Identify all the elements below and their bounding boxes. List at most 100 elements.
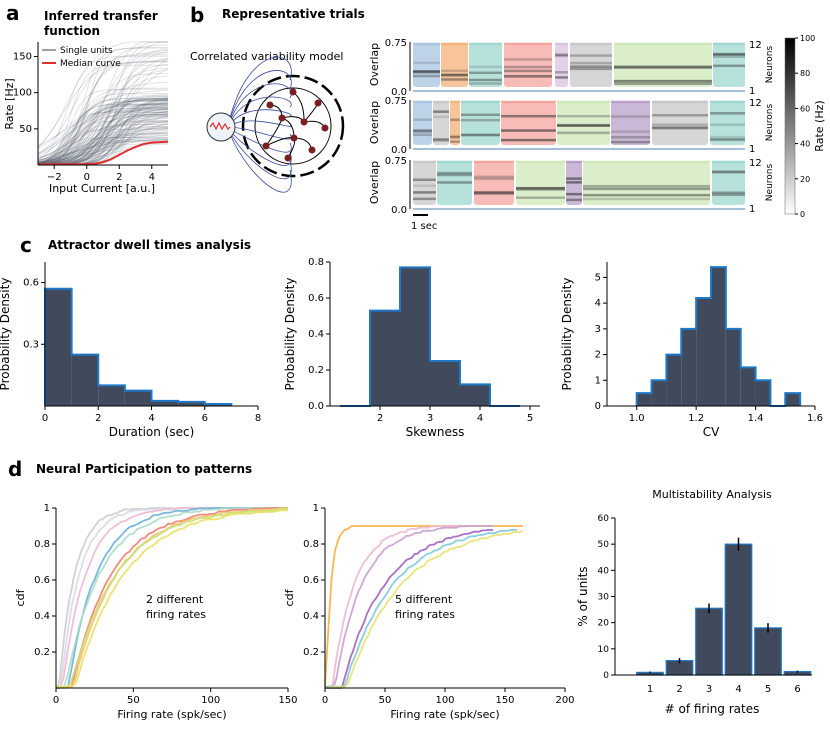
single-unit-curve: [37, 108, 169, 162]
single-unit-curve: [37, 67, 169, 166]
single-unit-curve: [37, 98, 168, 165]
single-unit-curve: [37, 110, 169, 163]
neuron-rate-band: [413, 130, 432, 134]
histogram-bar: [204, 403, 232, 406]
neuron-node: [321, 124, 329, 132]
cdf-y-tick-label: 0.8: [303, 539, 319, 550]
trial-2: 0.75 0.0 Overlap 12 1 Neurons: [368, 96, 775, 156]
bar-y-tick-label: 0: [603, 671, 609, 681]
bar-category-label: 5: [765, 684, 771, 695]
neuron-rate-band: [710, 112, 745, 115]
neuron-rate-band: [461, 133, 500, 136]
single-unit-curve: [37, 54, 168, 165]
neuron-rate-band: [557, 123, 610, 127]
cdf-y-label: cdf: [14, 588, 27, 606]
histogram-bar: [98, 385, 125, 406]
neurons-tick-top: 12: [749, 40, 762, 51]
attractor-state: [652, 102, 708, 145]
panel-a-title-2: function: [44, 24, 100, 38]
panel-b-title: Representative trials: [222, 7, 365, 21]
cdf-x-tick-label: 200: [555, 695, 574, 706]
a-y-tick-label: 150: [13, 51, 32, 62]
network-ring: [241, 74, 345, 178]
attractor-state: [461, 102, 500, 145]
neuron-rate-band: [469, 71, 502, 75]
cdf-y-tick-label: 0.2: [303, 647, 319, 658]
neuron-rate-band: [710, 135, 745, 139]
attractor-state: [712, 162, 745, 205]
single-unit-curve: [37, 124, 168, 165]
neuron-rate-band: [433, 110, 449, 113]
input-wire: [229, 128, 292, 153]
neuron-rate-band: [469, 82, 502, 85]
cdf-x-label: Firing rate (spk/sec): [390, 708, 499, 721]
single-unit-curve: [37, 129, 168, 164]
histogram-bar: [636, 393, 652, 406]
attractor-state: [611, 102, 650, 145]
attractor-state: [614, 44, 712, 87]
single-unit-curve: [37, 110, 168, 164]
colorbar-tick-label: 20: [800, 175, 810, 184]
input-wire: [229, 133, 292, 193]
neurons-label: Neurons: [765, 164, 775, 202]
neuron-rate-band: [566, 177, 582, 180]
hist-y-label: Probability Density: [560, 278, 574, 391]
hist-x-tick-label: 2: [377, 413, 383, 424]
legend-median-curve: Median curve: [60, 59, 121, 69]
hist-x-tick-label: 1.6: [807, 413, 823, 424]
single-unit-curve: [37, 127, 169, 165]
bar-category-label: 3: [706, 684, 712, 695]
single-unit-curve: [37, 101, 169, 164]
neuron-rate-band: [611, 140, 650, 144]
neuron-rate-band: [469, 78, 502, 82]
hist-x-tick-label: 0: [42, 413, 48, 424]
attractor-state: [504, 44, 552, 87]
single-unit-curve: [37, 104, 168, 164]
cdf-y-tick-label: 0.2: [34, 647, 50, 658]
representative-trials: Correlated variability model 0.750.0Over…: [190, 34, 826, 232]
neuron-rate-band: [413, 129, 432, 132]
neurons-tick-bottom: 1: [749, 86, 755, 97]
neuron-node: [284, 154, 292, 162]
neurons-tick-bottom: 1: [749, 144, 755, 155]
single-unit-curve: [37, 52, 169, 155]
neuron-rate-band: [413, 70, 440, 73]
neuron-rate-band: [441, 73, 468, 77]
neuron-rate-band: [555, 53, 568, 56]
neuron-rate-band: [614, 79, 712, 83]
neuron-rate-band: [557, 114, 610, 118]
skewness-histogram: 2 3 4 5 0.0 0.2 0.4 0.6 0.8 Skewness Probability D…: [283, 257, 540, 439]
histogram-outline: [44, 287, 233, 406]
histogram-bar: [370, 310, 400, 406]
neuron-rate-band: [566, 181, 582, 184]
colorbar-ticks: 0 20 40 60 80 100: [795, 34, 815, 219]
panel-d-letter: d: [8, 457, 22, 481]
single-unit-curve: [37, 111, 169, 165]
hist-y-tick-label: 0.0: [308, 401, 324, 412]
overlap-label: Overlap: [368, 161, 381, 204]
single-unit-curve: [37, 69, 169, 165]
single-unit-curve: [37, 109, 169, 160]
overlap-tick-top: 0.75: [385, 38, 407, 49]
attractor-state: [555, 44, 568, 87]
neuron-rate-band: [461, 118, 500, 122]
neuron-rate-band: [516, 188, 565, 191]
hist-y-label: Probability Density: [0, 278, 12, 391]
neuron-rate-band: [501, 114, 556, 118]
single-unit-curve: [37, 128, 169, 164]
neuron-rate-band: [437, 173, 472, 177]
histogram-bar: [151, 400, 179, 406]
single-unit-curve: [37, 104, 168, 164]
neuron-rate-band: [652, 126, 708, 130]
legend-single-units: Single units: [60, 46, 113, 56]
attractor-state: [474, 162, 514, 205]
neuron-node: [300, 118, 308, 126]
bar-x-label: # of firing rates: [665, 702, 760, 716]
single-unit-curve: [37, 111, 168, 164]
input-wire: [229, 127, 292, 140]
a-x-tick-label: 4: [149, 172, 155, 183]
model-label: Correlated variability model: [190, 50, 343, 63]
neuron-node: [314, 99, 322, 107]
